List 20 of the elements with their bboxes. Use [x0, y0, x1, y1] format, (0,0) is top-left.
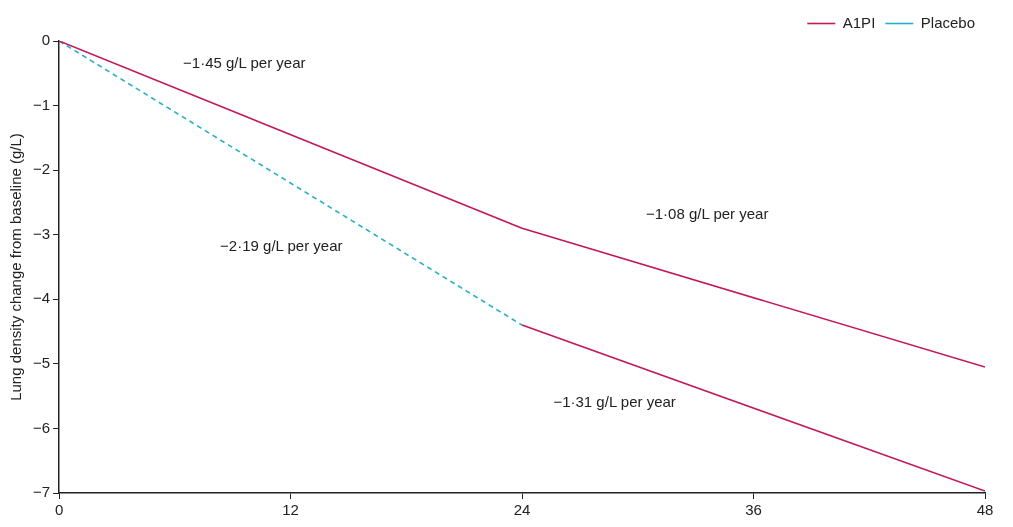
y-tick-label: −2: [32, 160, 51, 178]
x-tick-label: 0: [54, 501, 64, 519]
y-tick-label: −7: [32, 483, 51, 501]
y-tick-label: −5: [32, 354, 51, 371]
annotation: −1·31 g/L per year: [553, 392, 676, 410]
annotation: −2·19 g/L per year: [220, 236, 343, 254]
x-tick-label: 48: [976, 501, 994, 519]
y-tick-label: −1: [32, 95, 51, 113]
y-tick-label: 0: [41, 31, 51, 49]
x-tick-label: 12: [282, 501, 299, 519]
y-axis-title: Lung density change from baseline (g/L): [7, 133, 25, 401]
y-tick-label: −4: [32, 289, 51, 307]
legend-label: A1PI: [842, 13, 876, 31]
y-tick-label: −6: [32, 418, 51, 436]
annotation: −1·45 g/L per year: [183, 53, 306, 71]
annotation: −1·08 g/L per year: [646, 205, 769, 223]
legend-label: Placebo: [920, 13, 976, 31]
x-tick-label: 36: [745, 501, 762, 519]
y-tick-label: −3: [32, 224, 51, 242]
x-tick-label: 24: [513, 501, 531, 519]
